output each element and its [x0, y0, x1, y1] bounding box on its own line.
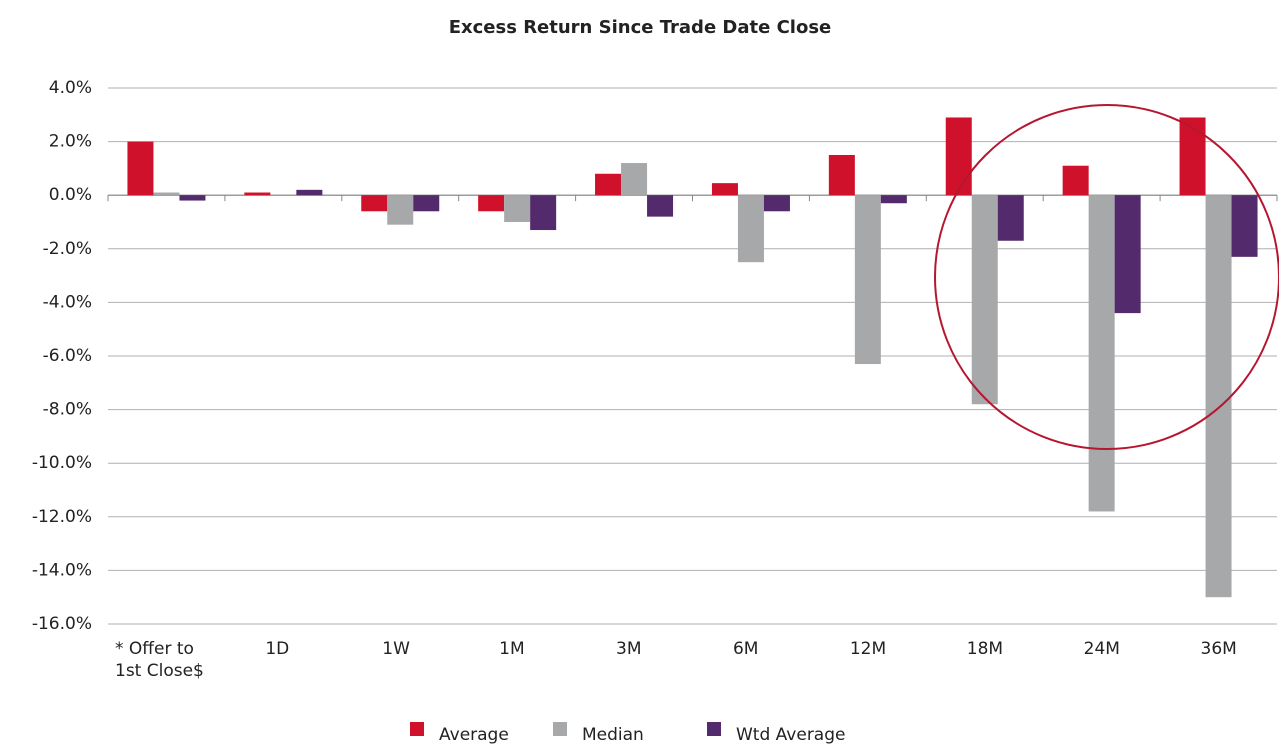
legend-swatch: [707, 722, 721, 736]
bar: [647, 195, 674, 217]
bar: [971, 195, 998, 405]
bar: [945, 117, 972, 196]
bar: [361, 195, 388, 212]
bar: [296, 189, 323, 196]
highlight-circle: [934, 104, 1279, 450]
bar: [737, 195, 764, 263]
bar: [711, 183, 738, 196]
y-tick-label: -12.0%: [32, 507, 92, 527]
legend-swatch: [553, 722, 567, 736]
bar: [1231, 195, 1258, 257]
bar: [153, 192, 180, 196]
x-tick-label: 1D: [265, 639, 290, 659]
bar: [1114, 195, 1141, 314]
x-tick-label: 3M: [616, 639, 642, 659]
bar: [763, 195, 790, 212]
legend-label: Wtd Average: [736, 725, 845, 744]
y-tick-label: -16.0%: [32, 614, 92, 634]
y-tick-label: 2.0%: [49, 132, 92, 152]
x-tick-label: 36M: [1200, 639, 1237, 659]
x-tick-label: 18M: [966, 639, 1004, 659]
y-tick-label: -14.0%: [32, 560, 92, 580]
chart-title: Excess Return Since Trade Date Close: [449, 17, 832, 38]
y-tick-label: -2.0%: [43, 239, 92, 259]
x-tick-label: 12M: [849, 639, 887, 659]
bar: [1205, 195, 1232, 598]
y-tick-label: -10.0%: [32, 453, 92, 473]
bar: [244, 192, 271, 196]
x-tick-label: 1W: [382, 639, 410, 659]
bar: [413, 195, 440, 212]
bar: [504, 195, 531, 222]
bar: [1062, 165, 1089, 196]
legend-swatch: [410, 722, 424, 736]
bar: [478, 195, 505, 212]
y-tick-label: 4.0%: [49, 78, 92, 98]
y-tick-label: -4.0%: [43, 292, 92, 312]
x-tick-label: 1M: [499, 639, 525, 659]
bar: [179, 195, 206, 201]
bar: [997, 195, 1024, 241]
y-tick-label: -6.0%: [43, 346, 92, 366]
x-tick-label: 24M: [1083, 639, 1120, 659]
bar: [387, 195, 414, 225]
legend-label: Average: [439, 725, 509, 744]
bar: [621, 163, 648, 196]
x-tick-label: 6M: [732, 639, 759, 659]
bar: [1179, 117, 1206, 196]
y-tick-label: -8.0%: [43, 400, 92, 420]
bar: [828, 155, 855, 196]
bar: [854, 195, 881, 365]
bar: [1088, 195, 1115, 512]
bar: [880, 195, 907, 204]
legend-label: Median: [582, 725, 644, 744]
bar: [595, 173, 622, 196]
y-tick-label: 0.0%: [49, 185, 92, 205]
bar: [530, 195, 557, 231]
x-tick-label: * Offer to 1st Close$: [115, 639, 204, 681]
bar: [127, 141, 154, 196]
